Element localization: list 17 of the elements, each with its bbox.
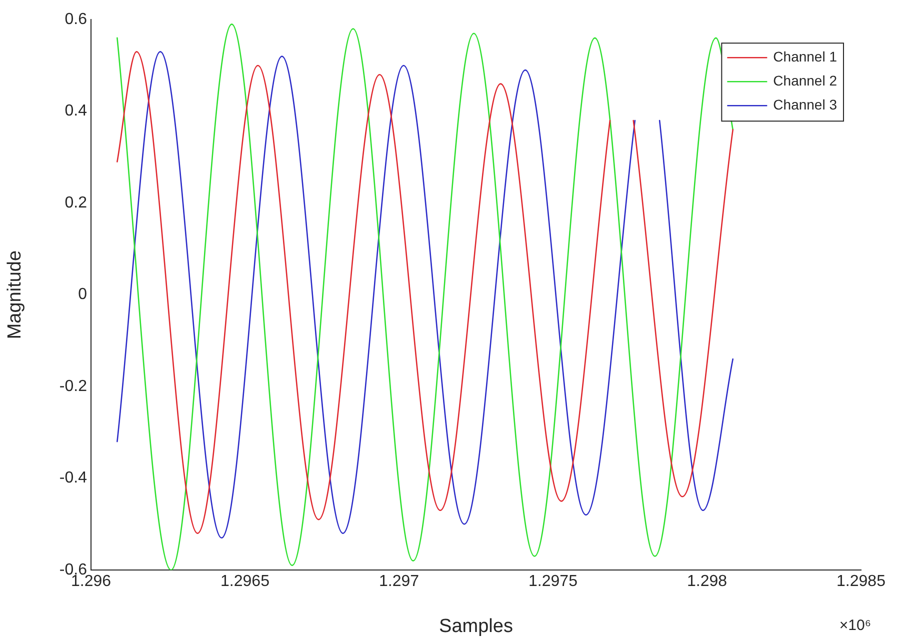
x-tick-label: 1.297 — [378, 573, 420, 590]
y-axis-title: Magnitude — [4, 250, 26, 340]
y-tick-label: 0.6 — [64, 11, 88, 28]
legend-label: Channel 1 — [773, 48, 838, 64]
legend-label: Channel 2 — [773, 72, 838, 88]
y-tick-label: -0.2 — [59, 378, 88, 395]
x-tick-label: 1.298 — [686, 573, 728, 590]
x-tick-label: 1.2975 — [528, 573, 578, 590]
y-tick-label: 0 — [78, 286, 88, 304]
x-tick-label: 1.2965 — [220, 573, 270, 590]
x-axis-title: Samples — [439, 616, 513, 637]
y-tick-label: -0.4 — [59, 470, 88, 487]
x-tick-label: 1.2985 — [836, 573, 886, 590]
y-tick-label: 0.4 — [64, 102, 88, 120]
text: ×10⁶ — [839, 617, 871, 634]
legend-label: Channel 3 — [773, 96, 838, 112]
y-tick-label: 0.2 — [64, 194, 88, 212]
